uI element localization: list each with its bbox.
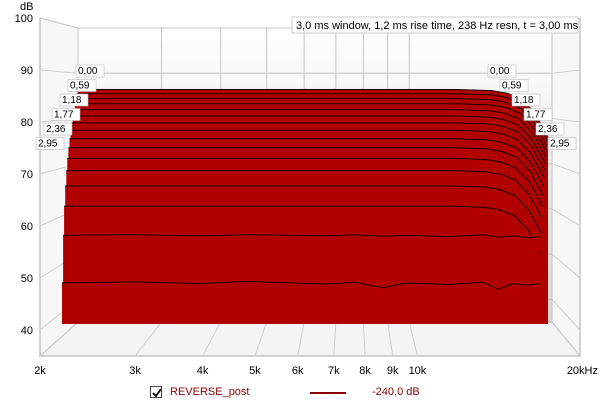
waterfall-slice-line — [63, 234, 541, 239]
gridline-db-side — [551, 299, 581, 331]
time-slice-tag-left: 2,95 — [35, 137, 65, 150]
y-tick-label: 100 — [15, 13, 33, 25]
checkmark-icon — [152, 388, 162, 398]
x-tick-label: 2k — [34, 365, 46, 377]
time-slice-tag-left: 1,77 — [51, 108, 81, 121]
time-slice-tag-box — [511, 93, 541, 107]
chart-title: 3,0 ms window, 1,2 ms rise time, 238 Hz … — [296, 20, 579, 32]
legend-value: -240,0 dB — [372, 386, 420, 398]
time-slice-tag-label: 1,77 — [54, 110, 74, 121]
x-tick-label: 10k — [409, 365, 427, 377]
legend: REVERSE_post -240,0 dB — [150, 384, 450, 402]
legend-line-swatch — [310, 392, 346, 394]
y-tick-label: 70 — [21, 169, 33, 181]
time-slice-tag-right: 2,36 — [535, 122, 565, 136]
waterfall-slice-line — [73, 109, 547, 158]
waterfall-slice-line — [61, 280, 541, 290]
time-slice-tag-label: 2,95 — [550, 139, 570, 150]
time-slice-tag-label: 0,59 — [502, 81, 522, 92]
gridline-freq-floor — [551, 321, 581, 357]
time-slice-tag-box — [547, 137, 577, 150]
gridline-db-side — [551, 208, 581, 227]
time-slice-tag-left: 0,59 — [67, 79, 97, 92]
legend-series-name: REVERSE_post — [170, 386, 250, 398]
waterfall-plot: dB 40 50 60 70 80 90 100 2k 3k 4k 5k 6k 7k 8k 9k 10k 20kH… — [15, 1, 598, 377]
gridline-db-side — [551, 163, 581, 175]
time-slice-tag-box — [51, 108, 81, 121]
x-tick-label: 5k — [249, 365, 261, 377]
series-visibility-checkbox[interactable] — [150, 386, 162, 398]
time-slice-tag-box — [535, 122, 565, 136]
time-slice-tag-box — [59, 93, 89, 107]
time-slice-tag-label: 0,00 — [490, 66, 510, 77]
gridline-db-side — [551, 117, 581, 123]
chart-title-box — [291, 16, 579, 34]
time-slice-tag-left: 2,36 — [43, 122, 73, 136]
gridline-db-side — [551, 253, 581, 279]
time-slice-tag-box — [499, 79, 529, 92]
time-slice-tag-left: 0,00 — [75, 64, 105, 78]
time-slice-tag-box — [67, 79, 97, 92]
y-tick-label: 50 — [21, 273, 33, 285]
time-slice-tag-label: 1,18 — [62, 95, 82, 106]
time-slice-tag-box — [523, 108, 553, 121]
waterfall-slice-line — [66, 170, 543, 219]
y-tick-label: 60 — [21, 221, 33, 233]
gridline-db-side — [551, 69, 581, 74]
waterfall-slice-line — [71, 122, 546, 171]
y-tick-label: 90 — [21, 65, 33, 77]
y-tick-label: 40 — [21, 325, 33, 337]
gridline-freq-floor — [254, 321, 268, 357]
gridline-freq-floor — [387, 321, 394, 357]
gridline-db-side — [39, 69, 79, 74]
x-tick-label: 6k — [292, 365, 304, 377]
time-slice-tag-box — [35, 137, 65, 150]
time-slice-tag-label: 0,00 — [78, 66, 98, 77]
x-tick-label: 8k — [359, 365, 371, 377]
right-side-wall — [551, 17, 581, 358]
x-tick-label: 4k — [197, 365, 209, 377]
waterfall-slice-line — [69, 138, 545, 187]
time-slice-tag-label: 2,36 — [46, 124, 66, 135]
time-slice-tag-box — [487, 64, 517, 78]
time-slice-tag-box — [75, 64, 105, 78]
time-slice-tag-right: 1,18 — [511, 93, 541, 107]
time-slice-tag-left: 1,18 — [59, 93, 89, 107]
waterfall-slice-line — [74, 103, 547, 152]
floor-plane — [38, 321, 582, 357]
time-slice-tag-right: 2,95 — [547, 137, 577, 150]
y-axis-unit-label: dB — [20, 1, 33, 13]
waterfall-slice-line — [64, 205, 542, 255]
waterfall-slice-line — [67, 157, 544, 207]
waterfall-slice-line — [72, 115, 546, 164]
x-tick-label: 7k — [328, 365, 340, 377]
time-slice-tag-label: 2,95 — [38, 139, 58, 150]
time-slice-tag-label: 0,59 — [70, 81, 90, 92]
waterfall-slice-line — [70, 129, 545, 179]
time-slice-tag-label: 2,36 — [538, 124, 558, 135]
gridline-freq-floor — [333, 321, 337, 357]
gridline-db-side — [39, 17, 79, 29]
y-tick-label: 80 — [21, 117, 33, 129]
x-tick-label: 20kHz — [567, 365, 598, 377]
x-tick-label: 3k — [129, 365, 141, 377]
waterfall-slice-line — [65, 185, 543, 234]
time-slice-tag-box — [43, 122, 73, 136]
time-slice-tag-label: 1,77 — [526, 110, 546, 121]
gridline-freq-floor — [408, 321, 418, 357]
time-slice-tag-right: 0,59 — [499, 79, 529, 92]
waterfall-slice-fill — [62, 281, 540, 324]
waterfall-slice-line — [68, 147, 544, 196]
gridline-freq-floor — [362, 321, 366, 357]
gridline-freq-floor — [297, 321, 305, 357]
gridline-freq-floor — [134, 321, 162, 357]
gridline-freq-floor — [202, 321, 222, 357]
time-slice-tag-right: 1,77 — [523, 108, 553, 121]
time-slice-tag-label: 1,18 — [514, 95, 534, 106]
x-tick-label: 9k — [387, 365, 399, 377]
gridline-freq-floor — [39, 321, 79, 357]
time-slice-tag-right: 0,00 — [487, 64, 517, 78]
